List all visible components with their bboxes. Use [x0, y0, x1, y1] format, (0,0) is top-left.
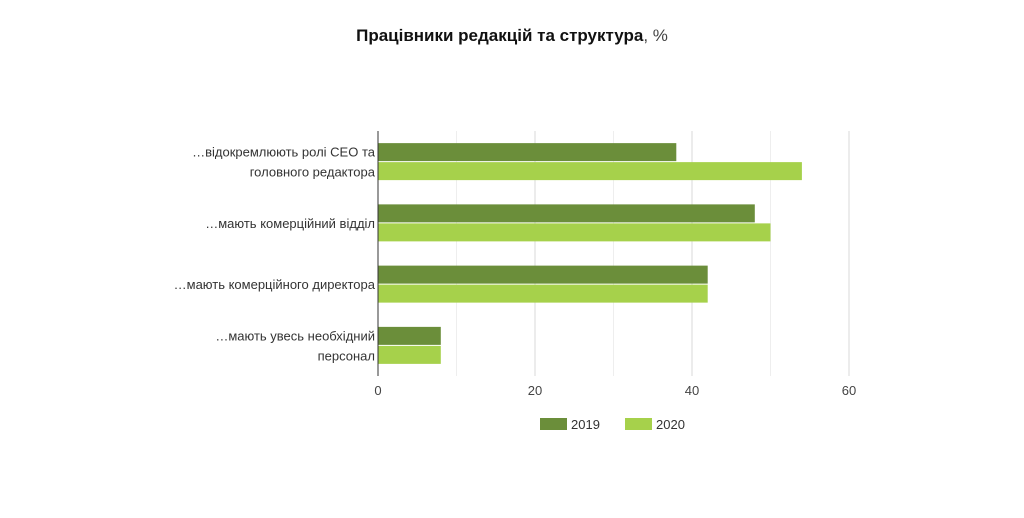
bar-2020-3	[378, 345, 441, 364]
category-label-line: …відокремлюють ролі CEO та	[192, 145, 376, 160]
category-labels: …відокремлюють ролі CEO та головного реда…	[174, 145, 376, 364]
x-tick-label: 0	[374, 383, 381, 398]
legend-label-2020: 2020	[656, 417, 685, 432]
x-tick-label: 40	[685, 383, 699, 398]
legend-swatch-2019	[540, 418, 567, 430]
bar-2020-0	[378, 162, 802, 181]
bar-2020-2	[378, 284, 708, 303]
x-tick-label: 60	[842, 383, 856, 398]
legend-label-2019: 2019	[571, 417, 600, 432]
bar-2020-1	[378, 223, 771, 242]
bar-2019-2	[378, 265, 708, 284]
category-label-line: …мають комерційного директора	[174, 277, 376, 292]
bar-2019-0	[378, 143, 677, 162]
bar-2019-3	[378, 326, 441, 345]
category-label: …відокремлюють ролі CEO та головного реда…	[192, 145, 376, 180]
category-label-line: персонал	[318, 348, 375, 363]
legend: 2019 2020	[540, 417, 685, 432]
category-label-line: головного редактора	[250, 165, 376, 180]
bars	[378, 143, 802, 364]
chart-title-text: Працівники редакцій та структура	[356, 26, 644, 45]
category-label: …мають комерційний відділ	[205, 216, 375, 231]
x-tick-label: 20	[528, 383, 542, 398]
bar-2019-1	[378, 204, 755, 223]
axes: 0 20 40 60	[374, 131, 856, 398]
category-label: …мають увесь необхідний персонал	[215, 328, 375, 363]
category-label: …мають комерційного директора	[174, 277, 376, 292]
chart-title: Працівники редакцій та структура, %	[0, 26, 1024, 46]
category-label-line: …мають комерційний відділ	[205, 216, 375, 231]
category-label-line: …мають увесь необхідний	[215, 328, 375, 343]
chart-title-unit: , %	[643, 26, 668, 45]
legend-swatch-2020	[625, 418, 652, 430]
